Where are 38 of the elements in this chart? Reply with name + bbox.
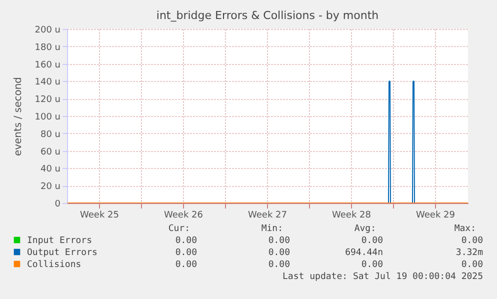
text: 0.00	[175, 236, 197, 246]
y-tick-label: 40 u	[40, 164, 60, 175]
chart-title: int_bridge Errors & Collisions - by month	[156, 9, 379, 22]
text: 3.32m	[456, 248, 483, 258]
text: Max:	[454, 224, 476, 234]
y-tick-label: 180 u	[34, 42, 60, 53]
x-tick-label: Week 28	[332, 210, 372, 220]
y-tick-label: 100 u	[34, 112, 60, 122]
text: 0.00	[268, 248, 290, 258]
y-tick-label: 200 u	[34, 26, 60, 36]
text: 0.00	[175, 248, 197, 258]
text: Cur:	[168, 224, 190, 234]
y-tick-label: 160 u	[34, 60, 60, 70]
y-tick-label: 0	[54, 200, 61, 210]
y-tick-label: 120 u	[34, 95, 60, 106]
x-tick-label: Week 25	[80, 210, 119, 220]
text: 0.00	[268, 260, 290, 270]
text: Last update: Sat Jul 19 00:00:04 2025	[282, 272, 483, 282]
text: 0.00	[461, 260, 483, 270]
text: 694.44n	[345, 248, 383, 258]
legend-label: Collisions	[27, 260, 82, 270]
y-tick-label: 80 u	[40, 130, 60, 140]
x-tick-label: Week 27	[248, 210, 287, 220]
text: 0.00	[461, 236, 483, 246]
text: 0.00	[361, 236, 383, 246]
y-tick-label: 20 u	[40, 182, 60, 192]
text: 0.00	[268, 236, 290, 246]
y-tick-label: 140 u	[34, 78, 60, 88]
text: 0.00	[361, 260, 383, 270]
text: Avg:	[354, 224, 376, 234]
x-tick-label: Week 29	[416, 210, 456, 220]
y-tick-label: 60 u	[40, 147, 60, 158]
legend-label: Output Errors	[27, 248, 98, 258]
x-tick-label: Week 26	[164, 210, 204, 220]
text: Min:	[261, 224, 283, 234]
y-axis-title: events / second	[12, 76, 24, 156]
text: 0.00	[175, 260, 197, 270]
legend-label: Input Errors	[27, 236, 92, 246]
